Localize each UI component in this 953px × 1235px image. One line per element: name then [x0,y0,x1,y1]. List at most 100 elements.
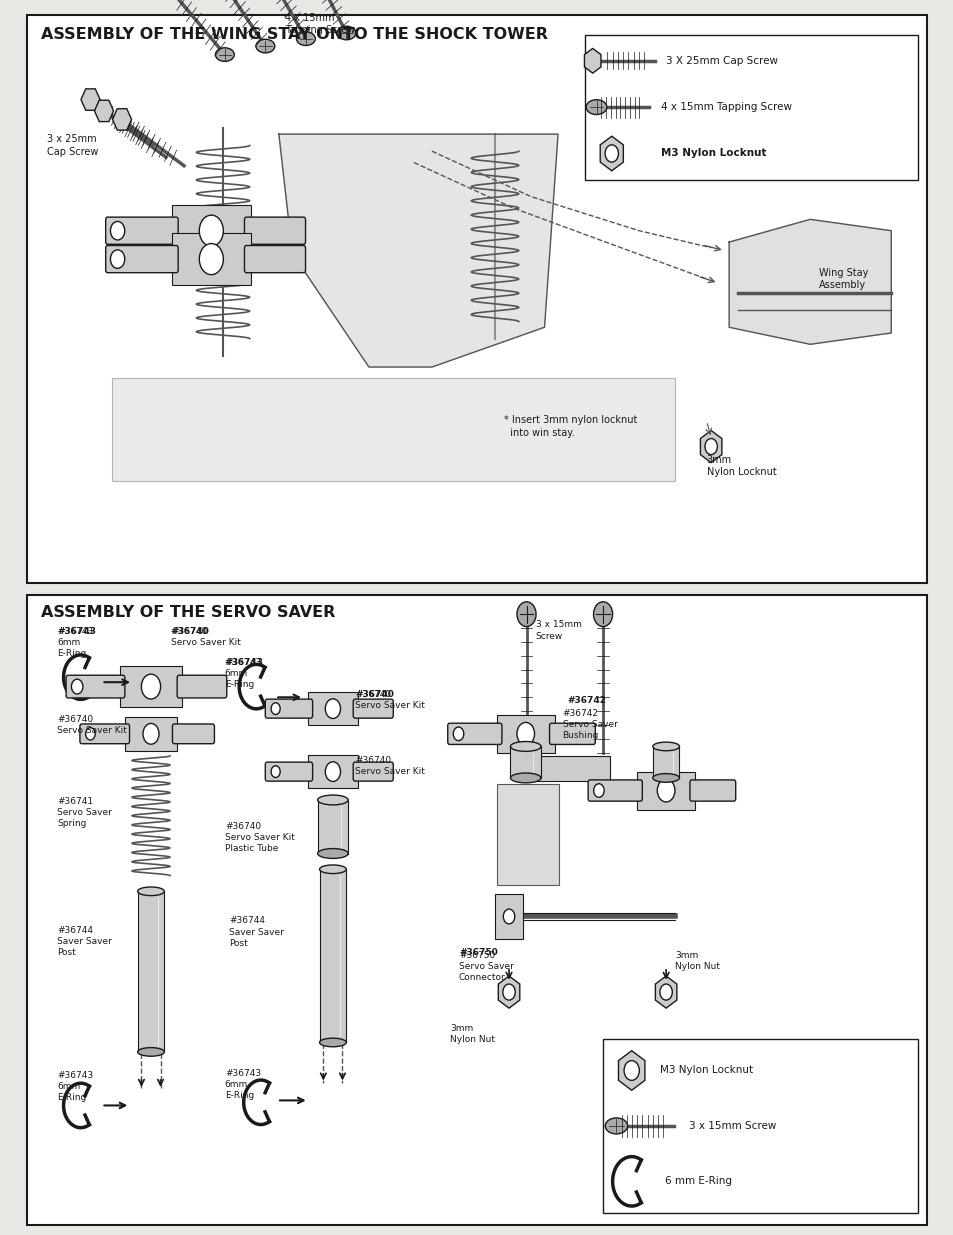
FancyBboxPatch shape [689,781,735,802]
Text: #36740
Servo Saver Kit: #36740 Servo Saver Kit [355,756,425,776]
Text: #36744
Saver Saver
Post: #36744 Saver Saver Post [229,916,284,947]
Text: 3mm
Nylon Locknut: 3mm Nylon Locknut [706,456,776,478]
FancyBboxPatch shape [265,762,313,782]
Circle shape [143,724,159,745]
FancyBboxPatch shape [66,676,125,698]
Text: 3mm
Nylon Nut: 3mm Nylon Nut [450,1024,495,1044]
Bar [495,894,523,939]
Ellipse shape [215,48,234,62]
Text: #36740
Servo Saver Kit: #36740 Servo Saver Kit [355,689,425,710]
Bar [497,784,558,885]
Bar [652,746,679,778]
Bar [27,15,926,583]
Ellipse shape [137,1047,164,1056]
FancyBboxPatch shape [177,676,227,698]
Text: 3mm
Nylon Nut: 3mm Nylon Nut [675,951,720,971]
Circle shape [111,249,125,268]
FancyBboxPatch shape [106,246,178,273]
Bar [518,756,609,781]
Text: #36742
Servo Saver
Bushing: #36742 Servo Saver Bushing [562,709,617,740]
FancyBboxPatch shape [106,217,178,245]
Bar [125,716,177,751]
Text: #36741
Servo Saver
Spring: #36741 Servo Saver Spring [57,797,112,827]
Circle shape [325,762,340,782]
Text: #36750
Servo Saver
Connector: #36750 Servo Saver Connector [458,951,514,982]
Circle shape [141,674,160,699]
Text: #36743
6mm
E-Ring: #36743 6mm E-Ring [57,1071,93,1102]
FancyBboxPatch shape [172,724,214,743]
Circle shape [704,438,717,454]
Bar [602,1040,918,1213]
Circle shape [623,1061,639,1081]
Text: #36743
6mm
E-Ring: #36743 6mm E-Ring [225,1070,261,1100]
Circle shape [199,243,223,274]
FancyBboxPatch shape [353,762,393,782]
Bar [172,233,251,285]
Circle shape [593,784,603,798]
Bar [119,666,182,708]
FancyBboxPatch shape [587,781,641,802]
Circle shape [517,601,536,626]
Text: #36740
Servo Saver Kit
Plastic Tube: #36740 Servo Saver Kit Plastic Tube [225,823,294,853]
Text: #36743: #36743 [225,658,264,667]
Polygon shape [278,135,558,367]
Circle shape [517,722,534,745]
Text: #36740: #36740 [355,689,394,699]
Ellipse shape [652,742,679,751]
Circle shape [86,727,95,740]
FancyBboxPatch shape [265,699,313,719]
Text: #36743
6mm
E-Ring: #36743 6mm E-Ring [225,658,261,689]
Bar [317,800,348,853]
Polygon shape [728,220,890,345]
Ellipse shape [319,1039,346,1047]
Text: #36740
Servo Saver Kit: #36740 Servo Saver Kit [171,627,240,647]
Bar [637,772,694,810]
Bar [137,892,164,1052]
Ellipse shape [604,1118,627,1134]
Bar [27,595,926,1225]
Circle shape [199,215,223,246]
Text: * Insert 3mm nylon locknut
  into win stay.: * Insert 3mm nylon locknut into win stay… [503,415,637,437]
Ellipse shape [319,864,346,873]
Ellipse shape [255,40,274,53]
Text: 3 X 25mm Cap Screw: 3 X 25mm Cap Screw [665,56,778,65]
Circle shape [657,779,674,802]
Bar [584,35,918,179]
Text: #36740: #36740 [171,627,210,636]
Text: Wing Stay
Assembly: Wing Stay Assembly [819,268,867,290]
Text: #36743
6mm
E-Ring: #36743 6mm E-Ring [57,627,93,658]
Text: ASSEMBLY OF THE SERVO SAVER: ASSEMBLY OF THE SERVO SAVER [41,605,335,620]
Text: 4 x 15mm
Tapping Screw: 4 x 15mm Tapping Screw [285,14,355,35]
Text: ASSEMBLY OF THE WING STAY ONTO THE SHOCK TOWER: ASSEMBLY OF THE WING STAY ONTO THE SHOCK… [41,27,547,42]
Text: M3 Nylon Locknut: M3 Nylon Locknut [660,148,766,158]
Ellipse shape [317,795,348,805]
Bar [319,869,346,1042]
Text: #36744
Saver Saver
Post: #36744 Saver Saver Post [57,926,112,957]
Circle shape [453,727,463,741]
FancyBboxPatch shape [447,724,501,745]
Circle shape [271,703,280,715]
Text: #36742: #36742 [566,697,605,705]
Bar [497,715,554,753]
Bar [308,692,357,725]
Ellipse shape [585,100,606,115]
Text: #36750: #36750 [458,948,497,957]
Ellipse shape [137,887,164,895]
Bar [172,205,251,257]
Ellipse shape [510,773,540,783]
Circle shape [503,909,515,924]
FancyBboxPatch shape [80,724,130,743]
Bar [308,755,357,788]
FancyBboxPatch shape [549,724,595,745]
Circle shape [593,601,612,626]
Text: #36743: #36743 [57,627,96,636]
Circle shape [271,766,280,778]
FancyBboxPatch shape [353,699,393,719]
Circle shape [111,221,125,240]
Ellipse shape [510,741,540,751]
Circle shape [71,679,83,694]
Text: 3 x 15mm
Screw: 3 x 15mm Screw [535,620,580,641]
Circle shape [604,144,618,162]
Bar [510,746,540,778]
FancyBboxPatch shape [244,217,305,245]
